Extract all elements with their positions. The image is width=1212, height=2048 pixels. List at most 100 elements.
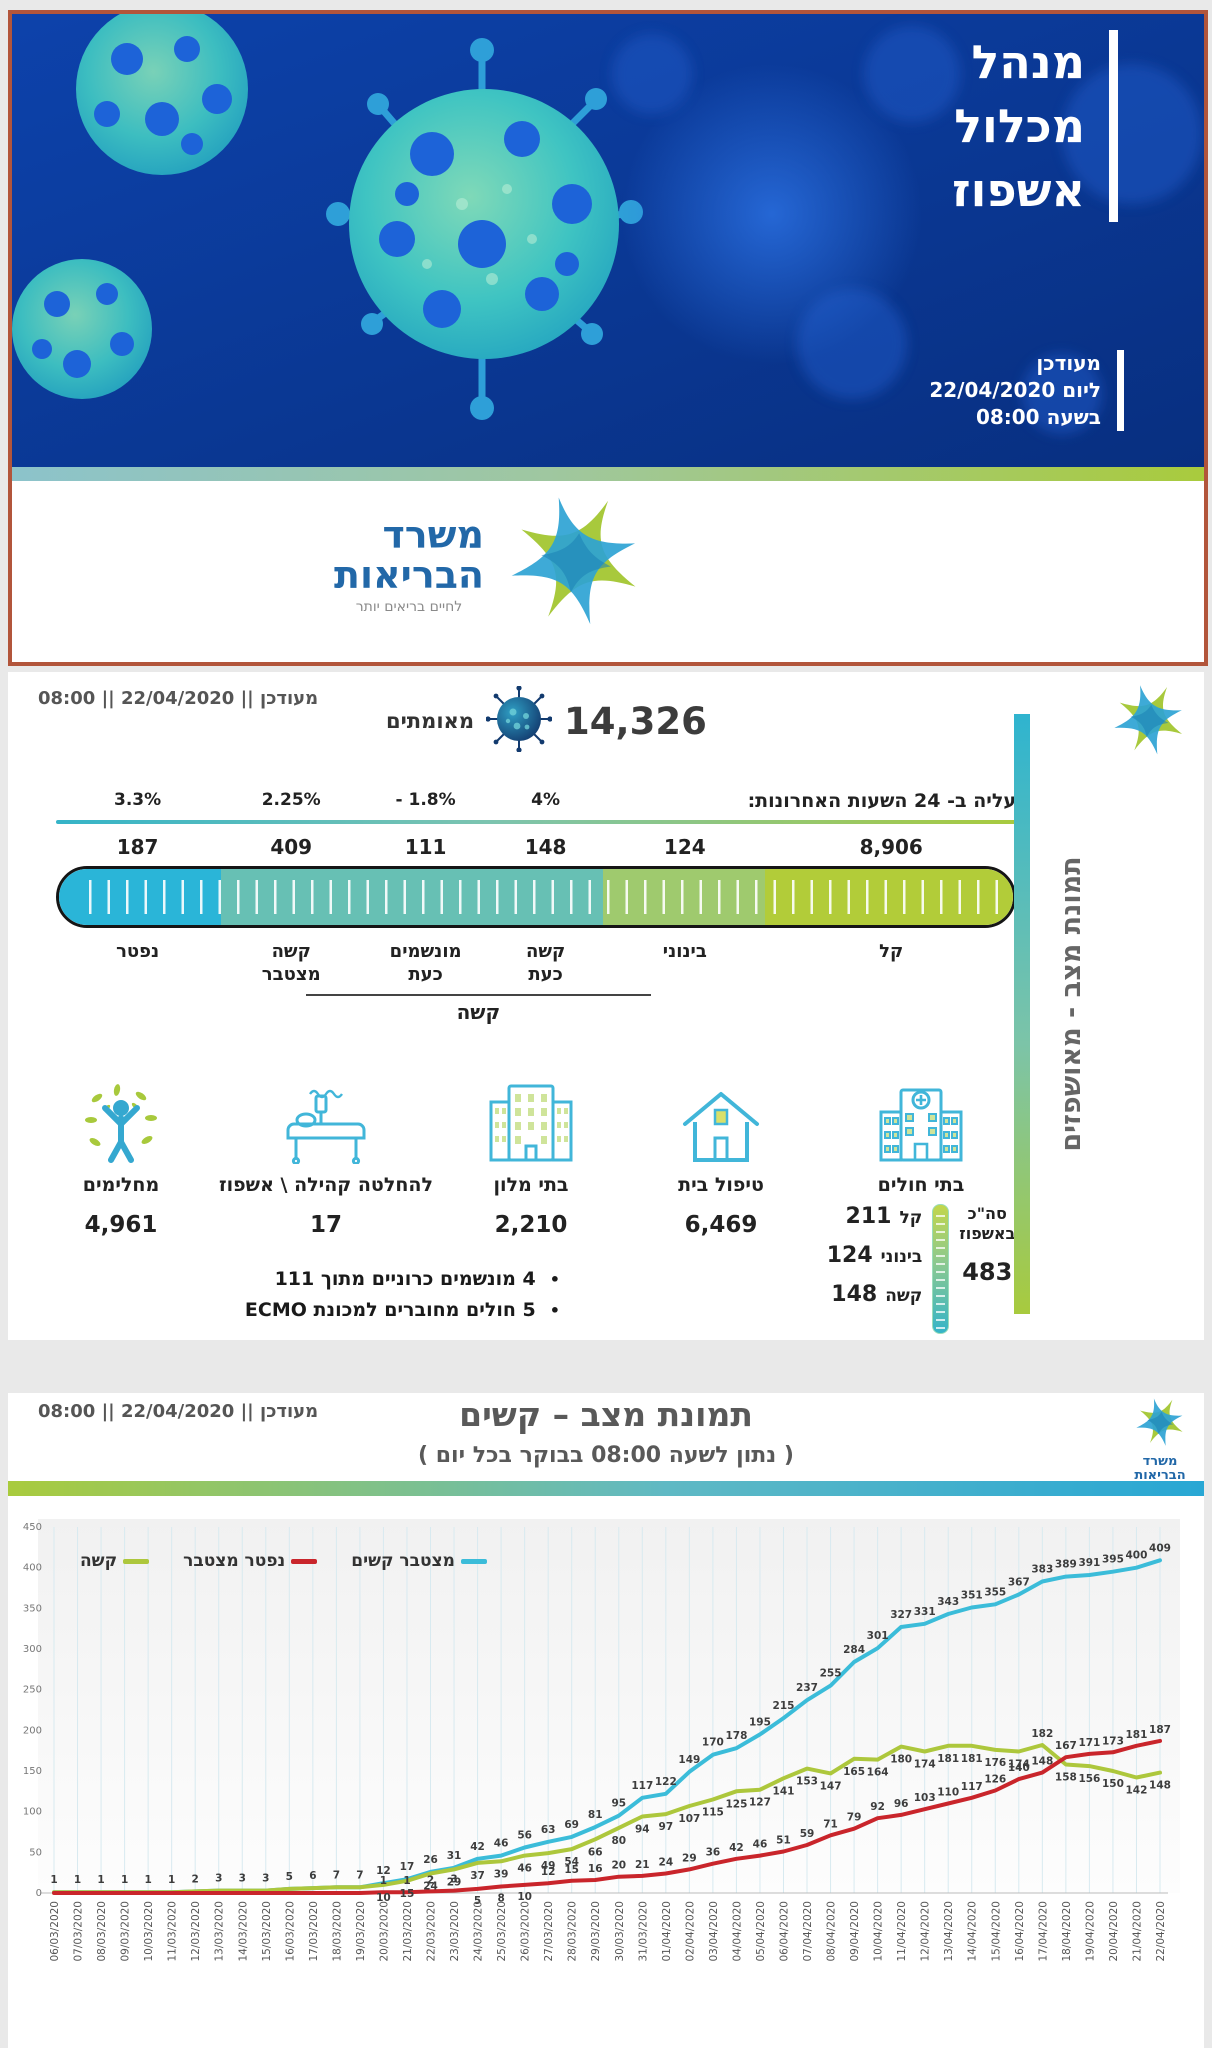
- svg-text:18/03/2020: 18/03/2020: [331, 1901, 343, 1962]
- chart-title: תמונת מצב – קשים: [459, 1395, 753, 1434]
- severity-percent: [603, 790, 766, 814]
- svg-text:29/03/2020: 29/03/2020: [590, 1901, 602, 1962]
- svg-text:15: 15: [400, 1888, 415, 1900]
- svg-text:97: 97: [659, 1821, 674, 1833]
- svg-text:164: 164: [867, 1767, 889, 1779]
- svg-text:22/03/2020: 22/03/2020: [426, 1901, 438, 1962]
- facilities-row: מחלימים 4,961 להחלטה קהילה \ אשפוז 17: [26, 1080, 1026, 1334]
- svg-text:6: 6: [309, 1870, 316, 1882]
- svg-text:24/03/2020: 24/03/2020: [473, 1901, 485, 1962]
- svg-text:7: 7: [333, 1869, 340, 1881]
- svg-text:395: 395: [1102, 1554, 1124, 1566]
- svg-text:39: 39: [494, 1868, 509, 1880]
- severity-percent: - 1.8%: [395, 790, 456, 810]
- facility-2: בתי מלון 2,210: [436, 1080, 626, 1334]
- svg-text:450: 450: [23, 1522, 42, 1533]
- svg-text:158: 158: [1055, 1772, 1077, 1784]
- svg-text:69: 69: [564, 1819, 579, 1831]
- divider-stripe: [12, 467, 1204, 481]
- svg-text:14/03/2020: 14/03/2020: [237, 1901, 249, 1962]
- hotel-icon: [487, 1080, 575, 1164]
- severity-bar-block: עליה ב- 24 השעות האחרונות: 3.3% 2.25% - 1.…: [56, 790, 1016, 1032]
- svg-text:59: 59: [800, 1828, 815, 1840]
- svg-text:03/04/2020: 03/04/2020: [708, 1901, 720, 1962]
- svg-text:24: 24: [659, 1857, 674, 1869]
- confirmed-cases: מאומתים: [386, 685, 707, 756]
- svg-text:26: 26: [423, 1854, 438, 1866]
- labels-row: נפטר קשה מצטבר מונשמים כעת קשה כעת בינוני קל: [56, 940, 1016, 986]
- updated-header: מעודכן || 22/04/2020 || 08:00: [38, 1401, 319, 1422]
- bracket-label: קשה: [456, 1000, 501, 1024]
- facility-value: 2,210: [494, 1212, 568, 1238]
- svg-text:148: 148: [1149, 1780, 1171, 1792]
- ministry-name-small: משרד הבריאות: [1134, 1454, 1186, 1483]
- corona-banner-image: מנהל מכלול אשפוז מעודכן ליום 22/04/2020 …: [12, 14, 1204, 467]
- svg-text:10/04/2020: 10/04/2020: [873, 1901, 885, 1962]
- svg-text:400: 400: [1126, 1550, 1148, 1562]
- severity-value: 148: [524, 835, 567, 859]
- svg-text:02/04/2020: 02/04/2020: [684, 1901, 696, 1962]
- svg-text:20/03/2020: 20/03/2020: [378, 1901, 390, 1962]
- svg-text:1: 1: [380, 1875, 387, 1887]
- facility-0: מחלימים 4,961: [26, 1080, 216, 1334]
- severity-count: 211: [845, 1204, 892, 1229]
- svg-text:13/03/2020: 13/03/2020: [214, 1901, 226, 1962]
- svg-text:1: 1: [403, 1875, 410, 1887]
- svg-text:01/04/2020: 01/04/2020: [661, 1901, 673, 1962]
- svg-text:37: 37: [470, 1870, 485, 1882]
- bullet-item: 4 מונשמים כרוניים מתוך 111: [90, 1264, 560, 1295]
- svg-text:21/03/2020: 21/03/2020: [402, 1901, 414, 1962]
- svg-text:42: 42: [729, 1842, 744, 1854]
- divider-stripe: [8, 1481, 1204, 1496]
- severity-percent: 3.3%: [114, 790, 162, 810]
- svg-text:46: 46: [517, 1863, 532, 1875]
- svg-text:16/03/2020: 16/03/2020: [284, 1901, 296, 1962]
- hospital-icon: [875, 1080, 967, 1164]
- svg-text:1: 1: [168, 1874, 175, 1886]
- severity-name: בינוני: [880, 1247, 923, 1267]
- svg-text:167: 167: [1055, 1740, 1077, 1752]
- svg-text:170: 170: [702, 1737, 724, 1749]
- severity-name: קל: [899, 1208, 923, 1228]
- svg-text:29: 29: [682, 1852, 697, 1864]
- confirmed-label: מאומתים: [386, 709, 475, 733]
- svg-text:187: 187: [1149, 1724, 1171, 1736]
- svg-text:08/03/2020: 08/03/2020: [96, 1901, 108, 1962]
- legend-item: נפטר מצטבר: [183, 1551, 318, 1571]
- hospital-total: סה"כ באשפוז 483: [959, 1204, 1016, 1286]
- svg-text:22/04/2020: 22/04/2020: [1155, 1901, 1167, 1962]
- svg-text:42: 42: [470, 1841, 485, 1853]
- svg-text:31/03/2020: 31/03/2020: [637, 1901, 649, 1962]
- severity-percent: 4%: [531, 790, 561, 810]
- svg-text:49: 49: [541, 1860, 556, 1872]
- bracket-line: [305, 994, 652, 996]
- svg-text:95: 95: [611, 1798, 626, 1810]
- svg-text:92: 92: [870, 1801, 885, 1813]
- svg-text:1: 1: [144, 1874, 151, 1886]
- svg-text:237: 237: [796, 1682, 818, 1694]
- svg-text:300: 300: [23, 1644, 42, 1655]
- svg-text:79: 79: [847, 1812, 862, 1824]
- svg-text:1: 1: [121, 1874, 128, 1886]
- severity-label: קל: [879, 941, 904, 962]
- svg-text:178: 178: [725, 1730, 747, 1742]
- svg-text:126: 126: [984, 1774, 1006, 1786]
- facility-label: בתי חולים: [877, 1174, 965, 1196]
- severity-label: קשה מצטבר: [261, 941, 321, 985]
- ministry-star-icon: [500, 488, 650, 642]
- svg-text:351: 351: [961, 1590, 983, 1602]
- svg-text:181: 181: [1126, 1729, 1148, 1741]
- facility-label: להחלטה קהילה \ אשפוז: [219, 1174, 433, 1196]
- svg-text:1: 1: [74, 1874, 81, 1886]
- severe-chart-card: מעודכן || 22/04/2020 || 08:00 תמונת מצב …: [8, 1393, 1204, 2048]
- ministry-name: משרד הבריאות: [333, 513, 484, 597]
- svg-text:141: 141: [773, 1785, 795, 1797]
- svg-text:07/04/2020: 07/04/2020: [802, 1901, 814, 1962]
- svg-text:156: 156: [1078, 1773, 1100, 1785]
- gradient-underline: [56, 820, 1016, 824]
- svg-text:19/03/2020: 19/03/2020: [355, 1901, 367, 1962]
- svg-text:389: 389: [1055, 1559, 1077, 1571]
- severity-value: 111: [404, 835, 447, 859]
- svg-text:10: 10: [517, 1891, 532, 1903]
